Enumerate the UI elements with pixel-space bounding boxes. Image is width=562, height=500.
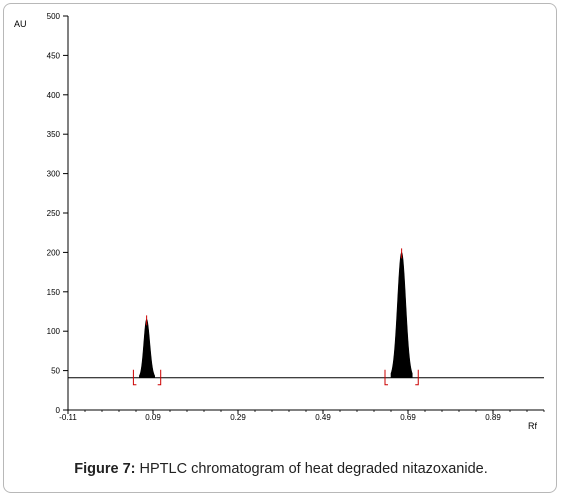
chart-axes bbox=[67, 16, 544, 411]
y-axis-title: AU bbox=[14, 19, 27, 29]
x-tick-label: 0.89 bbox=[485, 413, 501, 422]
y-tick-label: 150 bbox=[47, 288, 61, 297]
y-tick-label: 450 bbox=[47, 51, 61, 60]
y-tick-label: 250 bbox=[47, 209, 61, 218]
y-tick-label: 500 bbox=[47, 12, 61, 21]
figure-caption: Figure 7: HPTLC chromatogram of heat deg… bbox=[0, 461, 562, 477]
y-tick-label: 100 bbox=[47, 327, 61, 336]
peak-1 bbox=[139, 319, 155, 378]
integration-bracket bbox=[415, 369, 419, 386]
peaks bbox=[132, 248, 419, 386]
y-tick-label: 200 bbox=[47, 248, 61, 257]
x-ticks: -0.11 0.09 0.29 0.49 0.69 0.89 bbox=[59, 410, 545, 422]
x-tick-label: 0.49 bbox=[315, 413, 331, 422]
y-tick-label: 0 bbox=[56, 406, 61, 415]
y-tick-label: 400 bbox=[47, 91, 61, 100]
x-tick-label: 0.69 bbox=[400, 413, 416, 422]
integration-bracket bbox=[384, 369, 388, 386]
integration-bracket bbox=[132, 369, 137, 386]
figure-caption-text: HPTLC chromatogram of heat degraded nita… bbox=[139, 461, 488, 477]
y-tick-label: 50 bbox=[51, 367, 60, 376]
y-tick-label: 350 bbox=[47, 130, 61, 139]
peak-2 bbox=[390, 251, 413, 378]
x-tick-label: 0.09 bbox=[145, 413, 161, 422]
x-tick-label: 0.29 bbox=[230, 413, 246, 422]
figure-label: Figure 7: bbox=[74, 461, 136, 477]
y-tick-label: 300 bbox=[47, 170, 61, 179]
figure-frame bbox=[3, 3, 557, 493]
x-tick-label: -0.11 bbox=[59, 413, 77, 422]
integration-bracket bbox=[157, 369, 162, 386]
y-ticks: 0 50 100 150 200 250 300 350 400 450 500 bbox=[47, 12, 68, 415]
x-axis-title: Rf bbox=[528, 421, 537, 431]
